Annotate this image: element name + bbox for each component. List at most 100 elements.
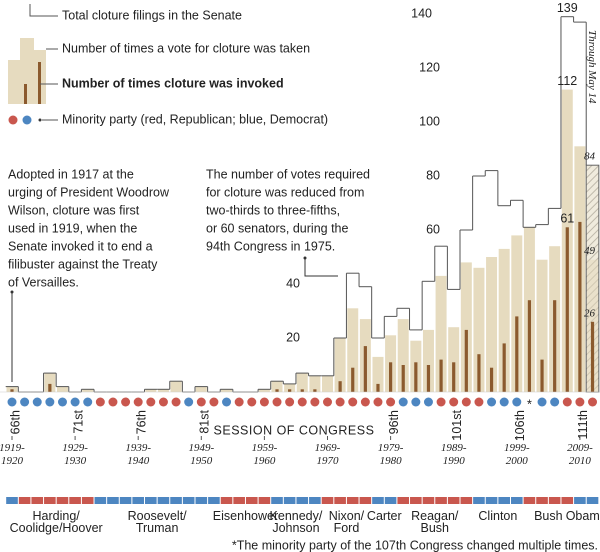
president-label: Nixon/Ford bbox=[329, 509, 365, 535]
legend: Total cloture filings in the Senate Numb… bbox=[8, 4, 328, 126]
minority-dot bbox=[83, 397, 93, 407]
minority-dot bbox=[272, 397, 282, 407]
year-label-line: 1980 bbox=[380, 455, 403, 467]
invoked-bar bbox=[351, 367, 355, 392]
value-label: 61 bbox=[560, 212, 574, 226]
x-tick-label: 81st bbox=[198, 409, 212, 433]
president-segment bbox=[460, 497, 473, 504]
year-label-line: 2009- bbox=[567, 442, 593, 454]
president-label: Obama bbox=[566, 509, 600, 523]
president-segment bbox=[372, 497, 384, 504]
vote-bar bbox=[448, 327, 460, 392]
value-label: 112 bbox=[557, 74, 577, 88]
minority-dot bbox=[158, 397, 168, 407]
president-segment bbox=[384, 497, 397, 504]
vote-bar bbox=[157, 389, 169, 392]
minority-dot bbox=[209, 397, 219, 407]
partial-note: Through May 14 bbox=[586, 30, 598, 104]
president-segment bbox=[422, 497, 435, 504]
vote-bar bbox=[460, 262, 472, 392]
invoked-bar bbox=[48, 383, 52, 392]
president-label-line: Ford bbox=[334, 521, 360, 535]
legend-party: Minority party (red, Republican; blue, D… bbox=[62, 112, 328, 126]
year-label: 1979-1980 bbox=[378, 442, 404, 467]
annotation-pointer bbox=[304, 258, 338, 277]
invoked-bar bbox=[477, 354, 481, 392]
year-label: 1929-1930 bbox=[62, 442, 88, 467]
president-segment bbox=[245, 497, 258, 504]
vote-bar bbox=[347, 308, 359, 392]
minority-dot bbox=[512, 397, 522, 407]
invoked-bar bbox=[275, 389, 279, 392]
legend-line-icon bbox=[29, 4, 58, 17]
president-segment bbox=[548, 497, 561, 504]
vote-bar bbox=[372, 356, 384, 392]
vote-bar bbox=[498, 248, 510, 392]
president-segment bbox=[561, 497, 574, 504]
president-label: Clinton bbox=[478, 509, 517, 523]
annotation-text: or 60 senators, during the bbox=[206, 221, 348, 235]
president-label: Roosevelt/Truman bbox=[128, 509, 188, 535]
president-segment bbox=[334, 497, 346, 504]
year-label-line: 1949- bbox=[188, 442, 214, 454]
year-label-line: 2000 bbox=[506, 455, 529, 467]
annotation-text: used in 1919, when the bbox=[8, 221, 137, 235]
president-segment bbox=[81, 497, 94, 504]
year-label-line: 1990 bbox=[443, 455, 466, 467]
year-label-line: 1989- bbox=[441, 442, 467, 454]
year-label-line: 1929- bbox=[62, 442, 88, 454]
annotation-text: urging of President Woodrow bbox=[8, 185, 170, 199]
minority-dot bbox=[335, 397, 345, 407]
y-tick-label: 40 bbox=[286, 276, 300, 290]
minority-dot bbox=[7, 397, 17, 407]
president-label-line: Roosevelt/ bbox=[128, 509, 188, 523]
year-label-line: 1939- bbox=[125, 442, 151, 454]
minority-dot bbox=[323, 397, 332, 407]
president-segment bbox=[182, 497, 195, 504]
president-label: Carter bbox=[367, 509, 402, 523]
legend-votes-icon bbox=[8, 38, 46, 104]
vote-bar bbox=[334, 338, 346, 392]
y-tick-label: 80 bbox=[426, 168, 440, 182]
president-segment bbox=[69, 497, 81, 504]
minority-dot bbox=[259, 397, 269, 407]
minority-dot bbox=[360, 397, 370, 407]
invoked-bar bbox=[10, 389, 14, 392]
year-label-line: 1969- bbox=[315, 442, 341, 454]
vote-bar bbox=[473, 267, 485, 392]
vote-bar bbox=[145, 389, 157, 392]
president-label-line: Bush bbox=[421, 521, 450, 535]
president-label-line: Coolidge/Hoover bbox=[10, 521, 103, 535]
invoked-bar bbox=[414, 362, 418, 392]
minority-dot bbox=[537, 397, 547, 407]
annotation-text: 94th Congress in 1975. bbox=[206, 239, 335, 253]
minority-dot bbox=[70, 397, 80, 407]
invoked-bar bbox=[363, 346, 367, 392]
minority-dot bbox=[196, 397, 206, 407]
x-tick-label: 96th bbox=[387, 410, 401, 434]
x-tick-label: 101st bbox=[450, 409, 464, 440]
president-label-line: Carter bbox=[367, 509, 402, 523]
invoked-bar bbox=[426, 365, 431, 392]
president-segment bbox=[195, 497, 208, 504]
president-segment bbox=[94, 497, 107, 504]
president-segment bbox=[258, 497, 271, 504]
minority-dot bbox=[575, 397, 585, 407]
vote-bar bbox=[170, 381, 182, 392]
president-segment bbox=[586, 497, 599, 504]
president-segment bbox=[498, 497, 510, 504]
annotation-text: for cloture was reduced from bbox=[206, 185, 364, 199]
year-label-line: 2010 bbox=[569, 455, 592, 467]
president-label: Eisenhower bbox=[213, 509, 278, 523]
x-tick-label: 76th bbox=[134, 410, 148, 434]
president-segment bbox=[145, 497, 157, 504]
minority-dot bbox=[184, 397, 194, 407]
minority-dot bbox=[95, 397, 105, 407]
value-label: 139 bbox=[557, 1, 578, 15]
minority-dot bbox=[550, 397, 560, 407]
y-tick-label: 140 bbox=[411, 6, 432, 20]
president-segment bbox=[447, 497, 460, 504]
legend-invoked-icon bbox=[24, 84, 27, 104]
year-label: 2009-2010 bbox=[567, 442, 593, 467]
invoked-bar bbox=[515, 316, 519, 392]
